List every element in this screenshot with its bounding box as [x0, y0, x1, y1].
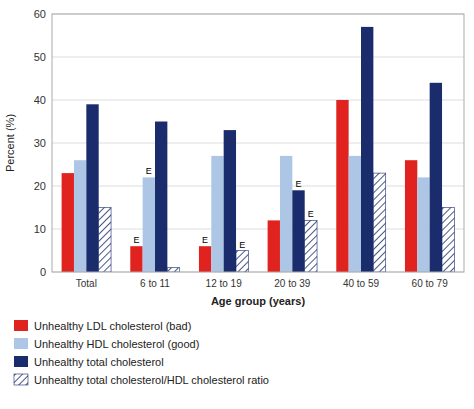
legend-label: Unhealthy LDL cholesterol (bad)	[34, 320, 191, 332]
grid-line	[52, 100, 464, 101]
legend-label: Unhealthy total cholesterol/HDL choleste…	[34, 374, 269, 386]
grid-line	[52, 57, 464, 58]
legend-label: Unhealthy HDL cholesterol (good)	[34, 338, 199, 350]
annotation: E	[146, 166, 152, 176]
y-tick-label: 30	[34, 137, 46, 149]
legend-swatch	[14, 374, 28, 385]
y-tick-label: 20	[34, 180, 46, 192]
y-tick-label: 10	[34, 223, 46, 235]
legend-swatch	[14, 338, 28, 349]
y-tick-label: 0	[40, 266, 46, 278]
bar	[62, 173, 74, 272]
bar	[86, 104, 98, 272]
x-tick-label: 20 to 39	[274, 278, 311, 289]
x-tick-label: 6 to 11	[140, 278, 170, 289]
bar	[373, 173, 385, 272]
legend-swatch	[14, 356, 28, 367]
plot-frame	[52, 14, 464, 272]
bar	[430, 83, 442, 272]
grid	[52, 14, 464, 272]
bar	[361, 27, 373, 272]
legend: Unhealthy LDL cholesterol (bad) Unhealthy…	[14, 320, 269, 386]
bar	[292, 190, 304, 272]
annotation: E	[239, 240, 245, 250]
bar	[305, 220, 317, 272]
bar	[236, 251, 248, 273]
annotation: E	[202, 235, 208, 245]
legend-swatch	[14, 320, 28, 331]
grid-line	[52, 143, 464, 144]
bar	[167, 268, 179, 272]
bars	[62, 27, 455, 272]
annotation: E	[133, 235, 139, 245]
legend-label: Unhealthy total cholesterol	[34, 356, 164, 368]
x-tick-label: 40 to 59	[343, 278, 380, 289]
y-tick-label: 60	[34, 8, 46, 20]
annotation: E	[296, 179, 302, 189]
bar	[74, 160, 86, 272]
x-tick-label: Total	[76, 278, 97, 289]
x-axis-label: Age group (years)	[211, 295, 305, 307]
bar	[155, 122, 167, 273]
bar	[442, 208, 454, 273]
x-tick-label: 12 to 19	[206, 278, 243, 289]
bar	[143, 177, 155, 272]
annotation: E	[308, 209, 314, 219]
bar	[336, 100, 348, 272]
x-tick-label: 60 to 79	[412, 278, 449, 289]
bar	[224, 130, 236, 272]
grid-line	[52, 186, 464, 187]
y-tick-label: 50	[34, 51, 46, 63]
y-tick-label: 40	[34, 94, 46, 106]
bar	[417, 177, 429, 272]
bar	[199, 246, 211, 272]
y-axis-label: Percent (%)	[4, 114, 16, 172]
bar	[280, 156, 292, 272]
grid-line	[52, 229, 464, 230]
bar	[349, 156, 361, 272]
chart: 0 10 20 30 40 50 60 E E E E E E Total 6 to 11 12 to 19 2…	[0, 0, 474, 409]
bar	[211, 156, 223, 272]
bar	[268, 220, 280, 272]
bar	[130, 246, 142, 272]
bar	[99, 208, 111, 273]
bar	[405, 160, 417, 272]
